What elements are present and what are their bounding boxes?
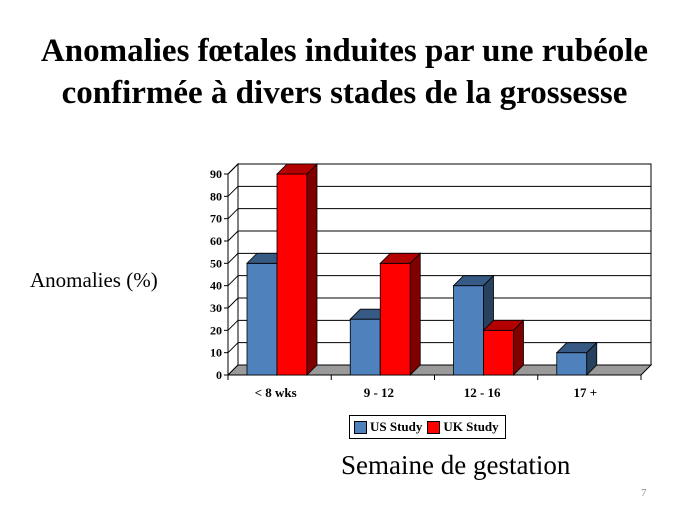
x-tick-label: 9 - 12	[364, 385, 394, 400]
bar-side	[586, 341, 598, 376]
y-tick-label: 30	[210, 301, 222, 315]
y-tick-labels: 0 10 20 30 40 50 60 70 80 90	[210, 167, 228, 382]
legend-item-uk-study: UK Study	[427, 419, 499, 435]
y-tick-label: 40	[210, 279, 222, 293]
gridline-side	[227, 342, 239, 354]
y-axis-label: Anomalies (%)	[30, 268, 158, 292]
y-tick-label: 10	[210, 346, 222, 360]
bar-side	[409, 252, 421, 376]
x-tick-label: 17 +	[574, 385, 598, 400]
y-tick-label: 20	[210, 323, 222, 337]
page-number: 7	[641, 487, 647, 499]
bar-front	[246, 262, 278, 376]
chart-bars	[246, 163, 598, 376]
bar-uk-study	[276, 163, 318, 376]
bar-uk-study	[379, 252, 422, 376]
x-axis-label: Semaine de gestation	[341, 450, 571, 480]
gridline-side	[227, 230, 239, 242]
bar-us-study	[452, 274, 495, 376]
bar-front	[349, 318, 381, 376]
gridline-side	[227, 208, 239, 220]
gridline-side	[227, 275, 239, 287]
bar-us-study	[555, 341, 598, 376]
gridline-side	[227, 252, 239, 264]
y-tick-label: 80	[210, 189, 222, 203]
legend-swatch	[354, 420, 367, 434]
y-tick-label: 0	[216, 368, 222, 382]
legend-swatch	[427, 420, 441, 434]
bar-front	[556, 352, 588, 376]
y-tick-label: 90	[210, 167, 222, 181]
y-tick-label: 60	[210, 234, 222, 248]
bar-front	[483, 329, 514, 376]
y-tick-label: 50	[210, 256, 222, 270]
slide-title: Anomalies fœtales induites par une rubéo…	[40, 33, 649, 111]
y-tick-label: 70	[210, 212, 222, 226]
legend-item-us-study: US Study	[354, 419, 422, 435]
legend-label: UK Study	[443, 419, 499, 434]
chart-legend: US Study UK Study	[349, 415, 506, 439]
bar-front	[379, 262, 411, 376]
x-tick-labels: < 8 wks 9 - 12 12 - 16 17 +	[227, 375, 642, 400]
bar-front	[276, 173, 308, 376]
x-tick-label: < 8 wks	[255, 385, 297, 400]
gridline-side	[227, 163, 239, 175]
bar-side	[306, 163, 318, 376]
legend-label: US Study	[370, 419, 423, 434]
bar-uk-study	[482, 319, 525, 376]
gridline-side	[227, 185, 239, 197]
gridline-side	[227, 297, 239, 309]
bar-side	[513, 319, 524, 376]
bar-front	[453, 285, 484, 376]
side-wall	[227, 162, 239, 377]
gridline-side	[227, 319, 239, 331]
x-tick-label: 12 - 16	[464, 385, 501, 400]
